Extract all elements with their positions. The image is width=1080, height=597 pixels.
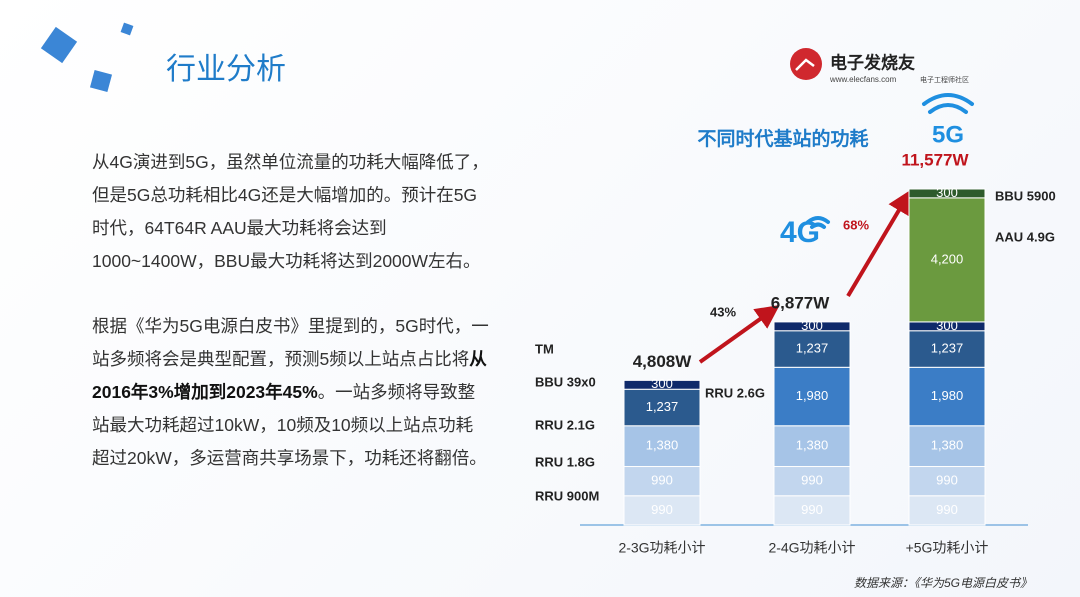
x-tick-label: 2-3G功耗小计 bbox=[618, 540, 705, 556]
legend-label: BBU 5900 bbox=[995, 188, 1056, 203]
logo-tagline: 电子工程师社区 bbox=[920, 75, 969, 84]
logo-url: www.elecfans.com bbox=[829, 75, 897, 84]
x-tick-label: +5G功耗小计 bbox=[906, 540, 989, 556]
legend-label: RRU 900M bbox=[535, 488, 599, 503]
x-tick-label: 2-4G功耗小计 bbox=[768, 540, 855, 556]
data-label: 1,237 bbox=[796, 340, 829, 355]
wifi-icon bbox=[806, 93, 974, 229]
growth-arrow bbox=[846, 189, 912, 298]
source: 数据来源：《华为5G电源白皮书》 bbox=[854, 576, 1032, 590]
bar-segment bbox=[623, 495, 701, 526]
data-label: 300 bbox=[801, 318, 823, 333]
data-label: 300 bbox=[651, 376, 673, 391]
bar-segment bbox=[908, 188, 986, 199]
text: 根据《华为5G电源白皮书》里提到的，5G时代，一站多频将会是典型配置，预测5频以… bbox=[92, 316, 489, 369]
data-label: 990 bbox=[936, 502, 958, 517]
data-label: 990 bbox=[651, 502, 673, 517]
logo-icon bbox=[795, 58, 815, 71]
slide-title: 行业分析 bbox=[166, 53, 286, 86]
generation-label: 5G bbox=[932, 121, 964, 148]
bar-segment bbox=[773, 321, 851, 332]
total-label: 11,577W bbox=[901, 150, 969, 169]
data-label: 1,380 bbox=[796, 438, 829, 453]
data-label: 1,380 bbox=[646, 438, 679, 453]
bar-segment bbox=[773, 495, 851, 526]
data-label: 1,980 bbox=[796, 388, 829, 403]
bar-segment bbox=[908, 330, 986, 368]
bar-segment bbox=[623, 425, 701, 468]
data-label: 300 bbox=[936, 185, 958, 200]
paragraph: 从4G演进到5G，虽然单位流量的功耗大幅降低了，但是5G总功耗相比4G还是大幅增… bbox=[92, 152, 489, 271]
growth-arrow bbox=[698, 305, 780, 364]
data-label: 4,200 bbox=[931, 251, 964, 266]
data-label: 990 bbox=[651, 473, 673, 488]
total-label: 4,808W bbox=[633, 352, 693, 371]
legend-label: AAU 4.9G bbox=[995, 229, 1055, 244]
bar-segment bbox=[773, 366, 851, 427]
data-label: 1,980 bbox=[931, 388, 964, 403]
logo: 电子发烧友 www.elecfans.com 电子工程师社区 bbox=[790, 48, 969, 84]
bar-segment bbox=[773, 466, 851, 497]
bar-segment bbox=[773, 330, 851, 368]
data-label: 1,237 bbox=[646, 399, 679, 414]
bar-segment bbox=[908, 366, 986, 427]
data-label: 1,380 bbox=[931, 438, 964, 453]
legend-label: BBU 39x0 bbox=[535, 374, 596, 389]
bar-segment bbox=[773, 425, 851, 468]
data-label: 1,237 bbox=[931, 340, 964, 355]
total-label: 6,877W bbox=[771, 293, 831, 312]
data-label: 990 bbox=[936, 473, 958, 488]
legend-label: RRU 1.8G bbox=[535, 454, 595, 469]
growth-label: 68% bbox=[843, 217, 869, 232]
bar-segment bbox=[908, 425, 986, 468]
legend-label: RRU 2.1G bbox=[535, 417, 595, 432]
growth-label: 43% bbox=[710, 304, 736, 319]
data-label: 990 bbox=[801, 502, 823, 517]
legend-label: TM bbox=[535, 341, 554, 356]
data-label: 990 bbox=[801, 473, 823, 488]
bar-segment bbox=[908, 495, 986, 526]
logo-icon bbox=[790, 48, 822, 80]
paragraph: 根据《华为5G电源白皮书》里提到的，5G时代，一站多频将会是典型配置，预测5频以… bbox=[92, 310, 490, 475]
bar-segment bbox=[623, 466, 701, 497]
chart-title: 不同时代基站的功耗 bbox=[697, 127, 868, 150]
bar-segment bbox=[623, 388, 701, 427]
generation-label: 4G bbox=[780, 216, 820, 249]
text: 。一站多频将导致整站最大功耗超过10kW，10频及10频以上站点功耗超过20kW… bbox=[92, 382, 487, 468]
legend-label: RRU 2.6G bbox=[705, 385, 765, 400]
bar-segment bbox=[908, 466, 986, 497]
bold-text: 从2016年3%增加到2023年45% bbox=[92, 349, 487, 402]
bar-segment bbox=[623, 379, 701, 390]
bar-segment bbox=[908, 197, 986, 323]
logo-name: 电子发烧友 bbox=[830, 52, 915, 72]
